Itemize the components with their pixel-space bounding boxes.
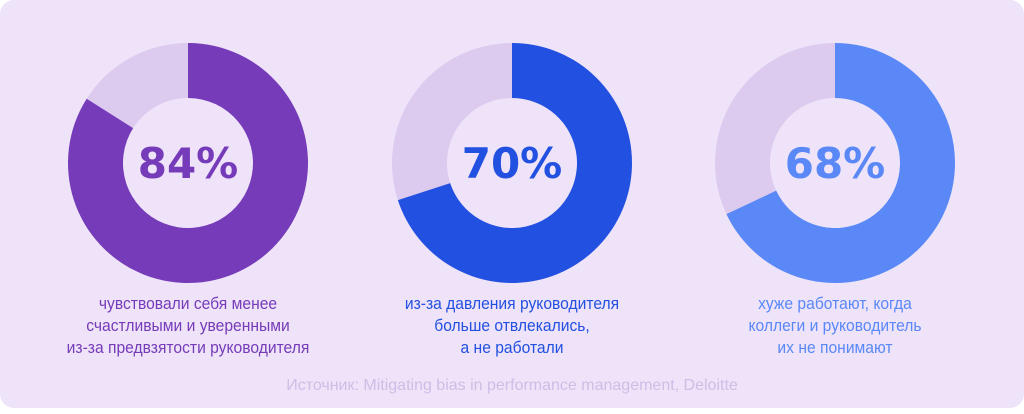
donut-track-slice <box>392 43 512 201</box>
caption-line: чувствовали себя менее <box>98 294 278 313</box>
donut-track-slice <box>86 43 188 129</box>
donut-percent-label: 68% <box>785 139 886 188</box>
donut-2: 70% <box>392 43 632 283</box>
caption-line: из-за предвзятости руководителя <box>66 338 310 357</box>
source-note: Источник: Mitigating bias in performance… <box>286 377 738 394</box>
caption-2: из-за давления руководителя больше отвле… <box>365 293 659 359</box>
donut-percent-label: 84% <box>138 139 239 188</box>
donut-value-slice <box>726 43 955 283</box>
donut-track-slice <box>715 43 835 215</box>
caption-line: коллеги и руководитель <box>748 316 922 335</box>
donut-value-slice <box>397 43 632 283</box>
caption-3: хуже работают, когда коллеги и руководит… <box>688 293 982 359</box>
caption-line: счастливыми и уверенными <box>86 316 290 335</box>
caption-line: из-за давления руководителя <box>404 294 620 313</box>
donut-3: 68% <box>715 43 955 283</box>
caption-line: а не работали <box>460 338 564 357</box>
caption-line: хуже работают, когда <box>758 294 912 313</box>
caption-line: больше отвлекались, <box>434 316 590 335</box>
caption-line: их не понимают <box>777 338 893 357</box>
caption-1: чувствовали себя менее счастливыми и уве… <box>41 293 335 359</box>
donut-1: 84% <box>68 43 309 283</box>
donut-percent-label: 70% <box>462 139 563 188</box>
donut-value-slice <box>68 43 309 283</box>
